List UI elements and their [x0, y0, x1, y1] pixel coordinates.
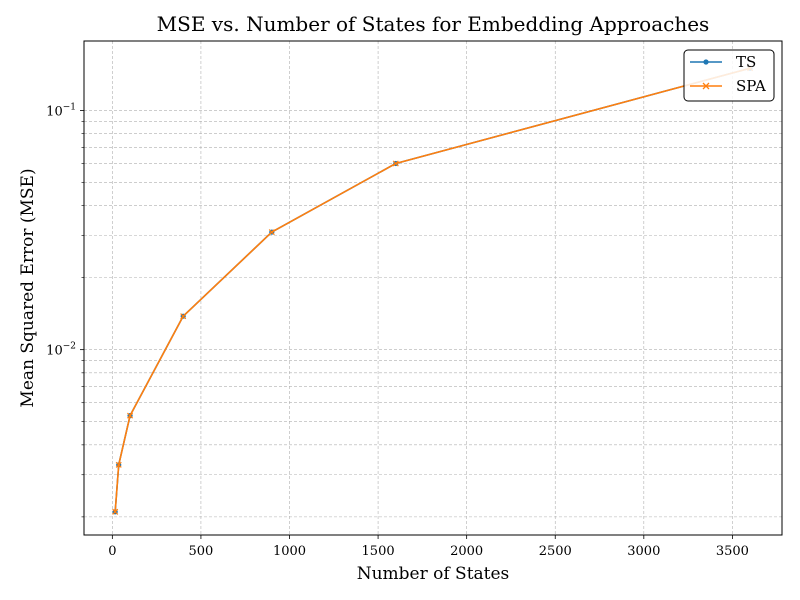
legend-marker-ts	[703, 59, 709, 65]
axis-ticks: 0 500 1000 1500 2000 2500 3000 3500 10−2 10−1	[46, 102, 749, 559]
x-tick-label: 3500	[716, 544, 749, 559]
data-point-spa	[112, 508, 119, 515]
y-tick-label: 10−1	[46, 102, 76, 119]
x-axis-label: Number of States	[357, 564, 510, 584]
legend-label-spa: SPA	[736, 77, 766, 95]
data-point-spa	[392, 160, 399, 167]
data-point-spa	[268, 229, 275, 236]
legend-label-ts: TS	[736, 53, 756, 71]
y-axis-label: Mean Squared Error (MSE)	[18, 168, 38, 407]
x-tick-label: 3000	[627, 544, 660, 559]
x-tick-label: 2000	[450, 544, 483, 559]
data-point-spa	[115, 461, 122, 468]
x-tick-label: 0	[108, 544, 116, 559]
y-tick-label: 10−2	[46, 342, 76, 359]
data-point-spa	[127, 412, 134, 419]
data-point-spa	[180, 313, 187, 320]
plot-frame	[83, 40, 783, 536]
x-tick-label: 500	[189, 544, 214, 559]
x-tick-label: 1500	[362, 544, 395, 559]
chart-title: MSE vs. Number of States for Embedding A…	[157, 12, 710, 36]
grid	[84, 41, 782, 535]
legend-marker-spa	[702, 82, 710, 90]
x-tick-label: 1000	[273, 544, 306, 559]
legend: TS SPA	[683, 49, 775, 102]
x-tick-label: 2500	[539, 544, 572, 559]
